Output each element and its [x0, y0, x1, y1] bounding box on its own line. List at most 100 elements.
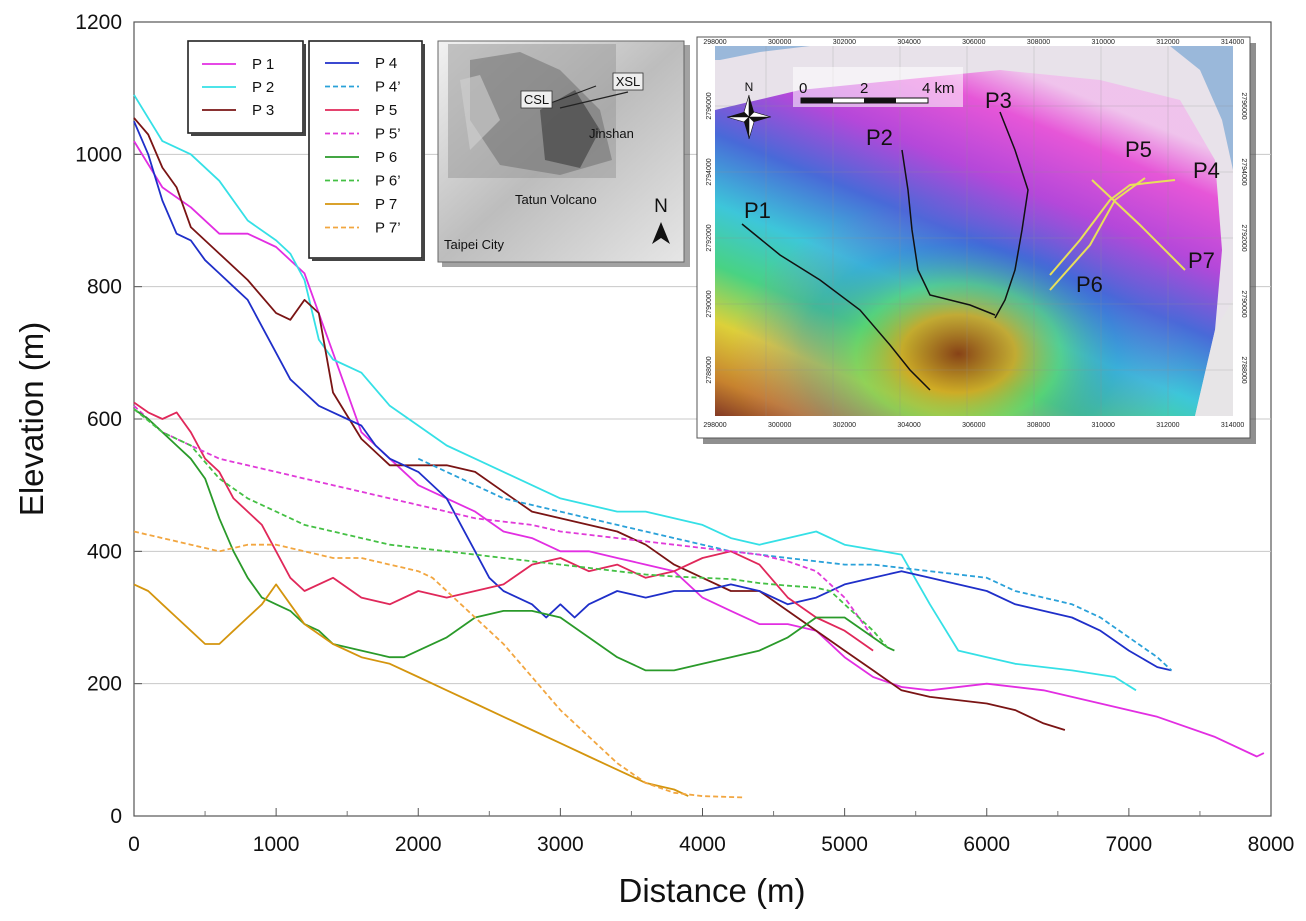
overview-north-label: N	[654, 196, 668, 217]
map-y-coord-right: 2794000	[1240, 158, 1247, 185]
y-axis-title: Elevation (m)	[13, 322, 50, 516]
map-y-coord-left: 2796000	[706, 92, 713, 119]
map-label-p5: P5	[1125, 137, 1152, 162]
y-tick-label: 400	[87, 540, 122, 563]
legend-entry-label: P 3	[252, 102, 274, 119]
map-label-p3: P3	[985, 88, 1012, 113]
series-line-p6-prime	[133, 408, 888, 648]
x-tick-label: 0	[128, 833, 140, 856]
series-line-p2	[133, 94, 1137, 692]
legend-entry-label: P 7’	[375, 220, 401, 237]
y-tick-label: 200	[87, 673, 122, 696]
y-tick-label: 0	[110, 805, 122, 828]
map-x-coord-top: 302000	[833, 39, 856, 46]
legend-entry-label: P 4’	[375, 79, 401, 96]
legend-entry-label: P 5	[375, 102, 397, 119]
series-line-p1	[133, 140, 1265, 758]
scale-label-4km: 4 km	[922, 80, 955, 97]
map-y-coord-left: 2794000	[706, 158, 713, 185]
map-label-p7: P7	[1188, 248, 1215, 273]
y-tick-label: 1000	[75, 143, 122, 166]
map-y-coord-right: 2792000	[1240, 224, 1247, 251]
overview-label-csl: CSL	[524, 92, 549, 107]
legend-entry-label: P 4	[375, 55, 397, 72]
map-x-coord-top: 298000	[703, 39, 726, 46]
map-y-coord-left: 2792000	[706, 224, 713, 251]
compass-rose-icon	[726, 94, 772, 140]
map-north-label: N	[745, 80, 754, 94]
series-line-p5-prime	[133, 405, 874, 638]
map-x-coord-top: 300000	[768, 39, 791, 46]
legend-entry-label: P 6	[375, 149, 397, 166]
map-x-coord-top: 306000	[962, 39, 985, 46]
x-tick-label: 4000	[679, 833, 726, 856]
legend-entry-label: P 2	[252, 79, 274, 96]
overview-label-taipei: Taipei City	[444, 237, 504, 252]
y-tick-label: 1200	[75, 11, 122, 34]
x-tick-label: 5000	[821, 833, 868, 856]
series-lines	[133, 94, 1265, 799]
x-tick-label: 6000	[963, 833, 1010, 856]
x-tick-label: 3000	[537, 833, 584, 856]
map-track-p5	[1049, 177, 1146, 291]
series-line-p6	[133, 408, 895, 672]
map-x-coord-top: 310000	[1092, 39, 1115, 46]
x-tick-label: 8000	[1248, 833, 1295, 856]
x-tick-label: 7000	[1106, 833, 1153, 856]
legend-box-1: P 1 P 2 P 3	[187, 40, 306, 136]
overview-label-xsl: XSL	[616, 74, 641, 89]
legend-entry-label: P 5’	[375, 126, 401, 143]
map-x-coord-top: 312000	[1156, 39, 1179, 46]
legend-entry-label: P 6’	[375, 173, 401, 190]
map-label-p4: P4	[1193, 158, 1220, 183]
map-track-p3	[994, 111, 1029, 319]
overview-inset: CSL XSL Jinshan Tatun Volcano Taipei Cit…	[437, 40, 690, 267]
map-x-coord-bottom: 298000	[703, 422, 726, 429]
map-x-coord-bottom: 300000	[768, 422, 791, 429]
y-tick-label: 600	[87, 408, 122, 431]
map-x-coord-bottom: 308000	[1027, 422, 1050, 429]
map-x-coord-bottom: 304000	[897, 422, 920, 429]
dem-map-inset: P1 P2 P3 P4 P5 P6 P7 0 2 4 km N 298000 30…	[696, 36, 1256, 444]
map-x-coord-bottom: 314000	[1221, 422, 1244, 429]
map-track-p7	[1091, 179, 1186, 271]
y-axis-ticks: 0 200 400 600 800 1000 1200	[75, 11, 142, 828]
x-tick-label: 1000	[253, 833, 300, 856]
map-x-coord-bottom: 302000	[833, 422, 856, 429]
map-track-p4	[1049, 179, 1176, 276]
map-x-coord-top: 314000	[1221, 39, 1244, 46]
map-y-coord-left: 2788000	[706, 356, 713, 383]
overview-label-tatun: Tatun Volcano	[515, 192, 597, 207]
map-label-p1: P1	[744, 198, 771, 223]
series-line-p5	[133, 401, 874, 652]
scale-label-2: 2	[860, 80, 868, 97]
series-line-p7	[133, 583, 689, 797]
map-x-coord-bottom: 310000	[1092, 422, 1115, 429]
overview-label-jinshan: Jinshan	[589, 126, 634, 141]
map-x-coord-top: 308000	[1027, 39, 1050, 46]
x-tick-label: 2000	[395, 833, 442, 856]
map-y-coord-left: 2790000	[706, 290, 713, 317]
map-y-coord-right: 2796000	[1240, 92, 1247, 119]
map-track-p1	[741, 223, 931, 391]
map-x-coord-bottom: 312000	[1156, 422, 1179, 429]
map-y-coord-right: 2790000	[1240, 290, 1247, 317]
map-x-coord-top: 304000	[897, 39, 920, 46]
x-axis-ticks: 0 1000 2000 3000 4000 5000 6000 7000 8000	[128, 808, 1294, 856]
legend-entry-label: P 1	[252, 56, 274, 73]
scale-label-0: 0	[799, 80, 807, 97]
x-axis-title: Distance (m)	[618, 872, 805, 909]
map-label-p2: P2	[866, 125, 893, 150]
series-line-p7-prime	[133, 530, 746, 799]
map-x-coord-bottom: 306000	[962, 422, 985, 429]
map-y-coord-right: 2788000	[1240, 356, 1247, 383]
north-arrow-icon	[652, 222, 670, 244]
series-line-p4-prime	[417, 457, 1173, 672]
series-line-p4	[133, 120, 1172, 672]
y-tick-label: 800	[87, 276, 122, 299]
map-label-p6: P6	[1076, 272, 1103, 297]
legend-box-2: P 4 P 4’ P 5 P 5’ P 6 P 6’ P 7 P 7’	[308, 40, 425, 261]
map-track-p2	[901, 149, 996, 316]
legend-entry-label: P 7	[375, 196, 397, 213]
